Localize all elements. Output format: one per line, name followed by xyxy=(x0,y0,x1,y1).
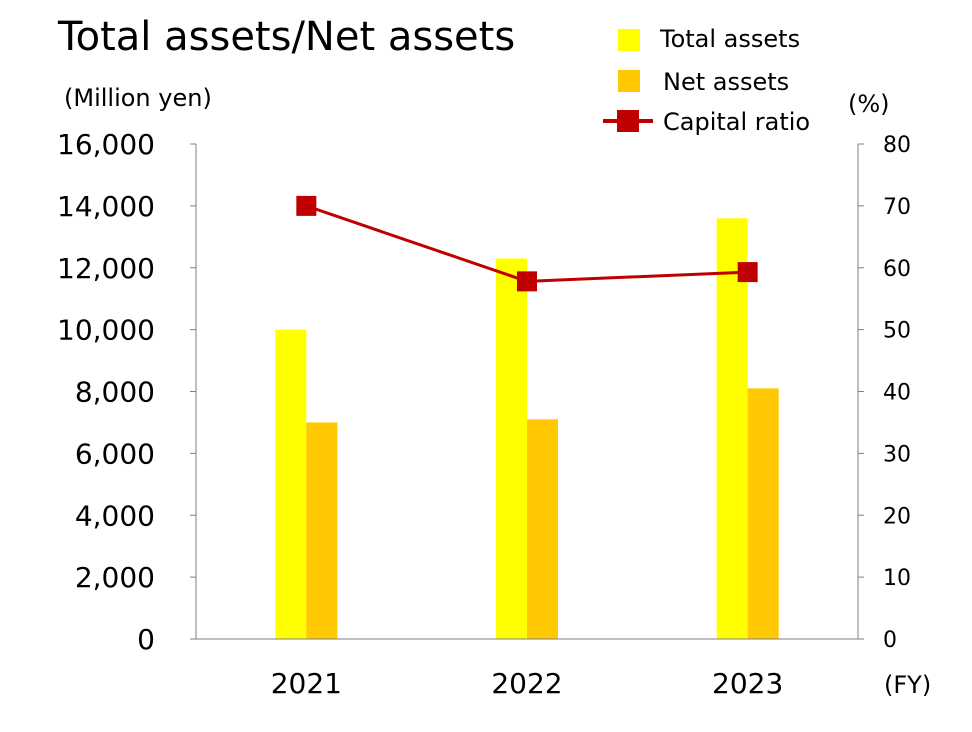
y2-tick-label: 0 xyxy=(883,628,897,653)
bar-total-assets xyxy=(275,329,307,639)
y-tick-label: 8,000 xyxy=(75,376,155,409)
bar-total-assets xyxy=(716,218,748,639)
bar-total-assets xyxy=(496,258,527,639)
legend-label-total-assets: Total assets xyxy=(659,25,800,53)
bar-net-assets xyxy=(306,422,338,639)
y-tick-label: 10,000 xyxy=(57,314,155,347)
y2-tick-label: 60 xyxy=(883,257,911,282)
x-axis-unit: (FY) xyxy=(884,671,931,699)
y2-tick-label: 70 xyxy=(883,195,911,220)
y2-tick-label: 40 xyxy=(883,381,911,406)
legend-swatch-net-assets xyxy=(618,70,640,92)
y2-tick-label: 10 xyxy=(883,566,911,591)
legend-item-capital-ratio: Capital ratio xyxy=(603,108,810,136)
legend-swatch-total-assets xyxy=(618,29,640,51)
x-tick-label: 2021 xyxy=(271,667,342,700)
y2-tick-label: 20 xyxy=(883,504,911,529)
legend-marker-capital-ratio xyxy=(617,110,639,132)
y2-tick-label: 50 xyxy=(883,319,911,344)
y-axis-unit: (Million yen) xyxy=(64,84,212,112)
legend: Total assets Net assets Capital ratio xyxy=(603,25,810,136)
bar-net-assets xyxy=(747,388,779,639)
y2-tick-label: 30 xyxy=(883,442,911,467)
y-tick-label: 4,000 xyxy=(75,499,155,532)
y-tick-label: 0 xyxy=(137,623,155,656)
legend-label-capital-ratio: Capital ratio xyxy=(663,108,810,136)
legend-item-total-assets: Total assets xyxy=(618,25,800,53)
legend-item-net-assets: Net assets xyxy=(618,68,789,96)
plot-area: 0 2,000 4,000 6,000 8,000 10,000 12,000 14,000 1… xyxy=(57,128,911,700)
capital-ratio-marker xyxy=(737,262,758,283)
chart-title: Total assets/Net assets xyxy=(57,14,515,60)
capital-ratio-marker xyxy=(296,195,317,216)
y-tick-label: 12,000 xyxy=(57,252,155,285)
y-tick-label: 2,000 xyxy=(75,561,155,594)
y-tick-label: 16,000 xyxy=(57,128,155,161)
x-tick-label: 2022 xyxy=(491,667,562,700)
legend-label-net-assets: Net assets xyxy=(663,68,789,96)
y-tick-label: 6,000 xyxy=(75,437,155,470)
y2-tick-label: 80 xyxy=(883,133,911,158)
x-tick-label: 2023 xyxy=(712,667,783,700)
bar-net-assets xyxy=(527,419,558,639)
y2-axis-unit: (%) xyxy=(848,90,890,118)
y-tick-label: 14,000 xyxy=(57,190,155,223)
capital-ratio-marker xyxy=(517,271,537,292)
